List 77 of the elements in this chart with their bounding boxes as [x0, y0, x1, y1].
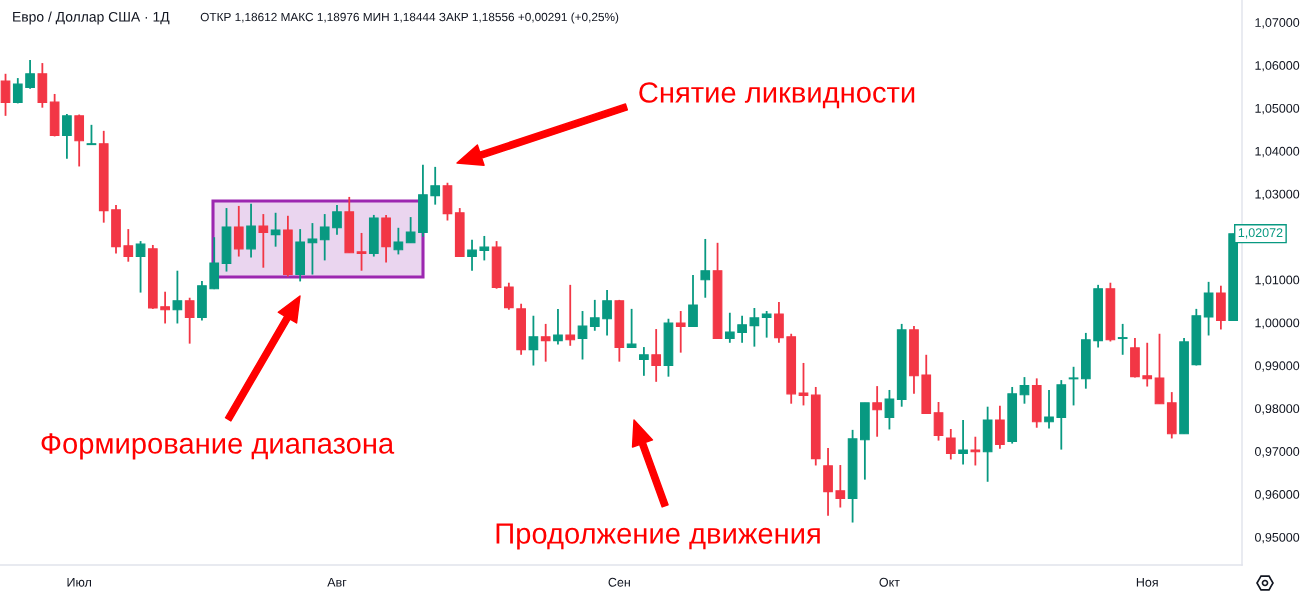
- candlestick: [626, 307, 637, 349]
- candlestick: [945, 428, 956, 461]
- candlestick: [933, 401, 944, 442]
- candlestick: [761, 310, 772, 339]
- y-tick-label: 0,99000: [1254, 361, 1300, 372]
- x-tick-label: Ноя: [1136, 577, 1158, 587]
- candlestick: [135, 240, 146, 294]
- candlestick: [872, 385, 882, 438]
- candlestick: [688, 274, 698, 328]
- candlestick: [479, 235, 490, 262]
- y-tick-label: 1,07000: [1255, 18, 1300, 29]
- y-tick-label: 0,97000: [1254, 447, 1300, 458]
- y-tick-label: 0,98000: [1254, 404, 1300, 415]
- candlestick: [246, 202, 256, 259]
- candlestick: [651, 328, 662, 383]
- candlestick: [0, 72, 11, 117]
- candlestick: [270, 211, 281, 248]
- candlestick: [504, 281, 514, 311]
- candlestick: [700, 238, 711, 299]
- annotation: Продолжение движения: [496, 523, 820, 550]
- candlestick: [25, 59, 35, 90]
- candlestick: [393, 226, 404, 256]
- candlestick: [62, 113, 72, 160]
- y-tick-label: 1,06000: [1255, 61, 1300, 72]
- candlestick: [724, 311, 735, 344]
- x-tick-label: Сен: [608, 577, 630, 587]
- candlestick: [172, 269, 183, 325]
- candlestick: [639, 346, 649, 377]
- candlestick: [184, 296, 195, 345]
- candlestick: [123, 228, 134, 263]
- candlestick: [540, 322, 551, 363]
- candlestick: [958, 419, 968, 466]
- candlestick: [430, 165, 441, 206]
- candlestick: [749, 307, 760, 348]
- candlestick: [1117, 322, 1128, 356]
- y-tick-label: 0,95000: [1254, 532, 1300, 544]
- y-tick-label: 1,03000: [1255, 189, 1300, 201]
- y-tick-label: 0,96000: [1254, 490, 1300, 501]
- candlestick: [1142, 341, 1153, 388]
- annotation: 1,02072: [1238, 228, 1283, 239]
- candlestick: [798, 362, 809, 407]
- candlestick: [675, 310, 686, 354]
- candlestick: [589, 298, 600, 332]
- candlestick: [1068, 365, 1079, 407]
- candlestick: [356, 232, 367, 272]
- candlestick: [233, 205, 244, 258]
- candlestick: [307, 222, 318, 276]
- candlestick: [467, 238, 477, 272]
- candlestick: [970, 435, 981, 467]
- y-tick-label: 1,04000: [1255, 146, 1300, 158]
- candlestick: [835, 464, 846, 509]
- y-tick-label: 1,05000: [1255, 103, 1300, 115]
- candlestick: [553, 307, 563, 346]
- candlestick: [1019, 376, 1030, 405]
- candlestick: [602, 289, 612, 337]
- candlestick: [884, 389, 895, 431]
- text: Евро / Доллар США · 1Д: [13, 11, 170, 25]
- candlestick: [405, 216, 416, 244]
- candlestick: [565, 283, 576, 347]
- x-tick-label: Окт: [879, 577, 900, 587]
- annotation: Формирование диапазона: [41, 433, 395, 460]
- candlestick: [577, 310, 588, 361]
- candlestick: [319, 213, 330, 262]
- candlestick: [12, 77, 23, 105]
- y-tick-label: 1,00000: [1255, 318, 1300, 329]
- y-tick-label: 1,01000: [1255, 275, 1300, 286]
- candlestick: [737, 314, 747, 344]
- candlestick: [332, 204, 342, 236]
- candlestick: [1044, 389, 1054, 430]
- candlestick: [258, 213, 269, 269]
- x-tick-label: Авг: [327, 577, 347, 587]
- candlestick: [774, 301, 784, 344]
- annotation: Снятие ликвидности: [639, 82, 915, 109]
- candlestick: [160, 290, 170, 325]
- text: ОТКР 1,18612 МАКС 1,18976 МИН 1,18444 ЗАКР 1,18556 +0,00291 (+0,25%): [200, 12, 619, 24]
- candlestick: [528, 314, 539, 367]
- x-tick-label: Июл: [67, 577, 91, 587]
